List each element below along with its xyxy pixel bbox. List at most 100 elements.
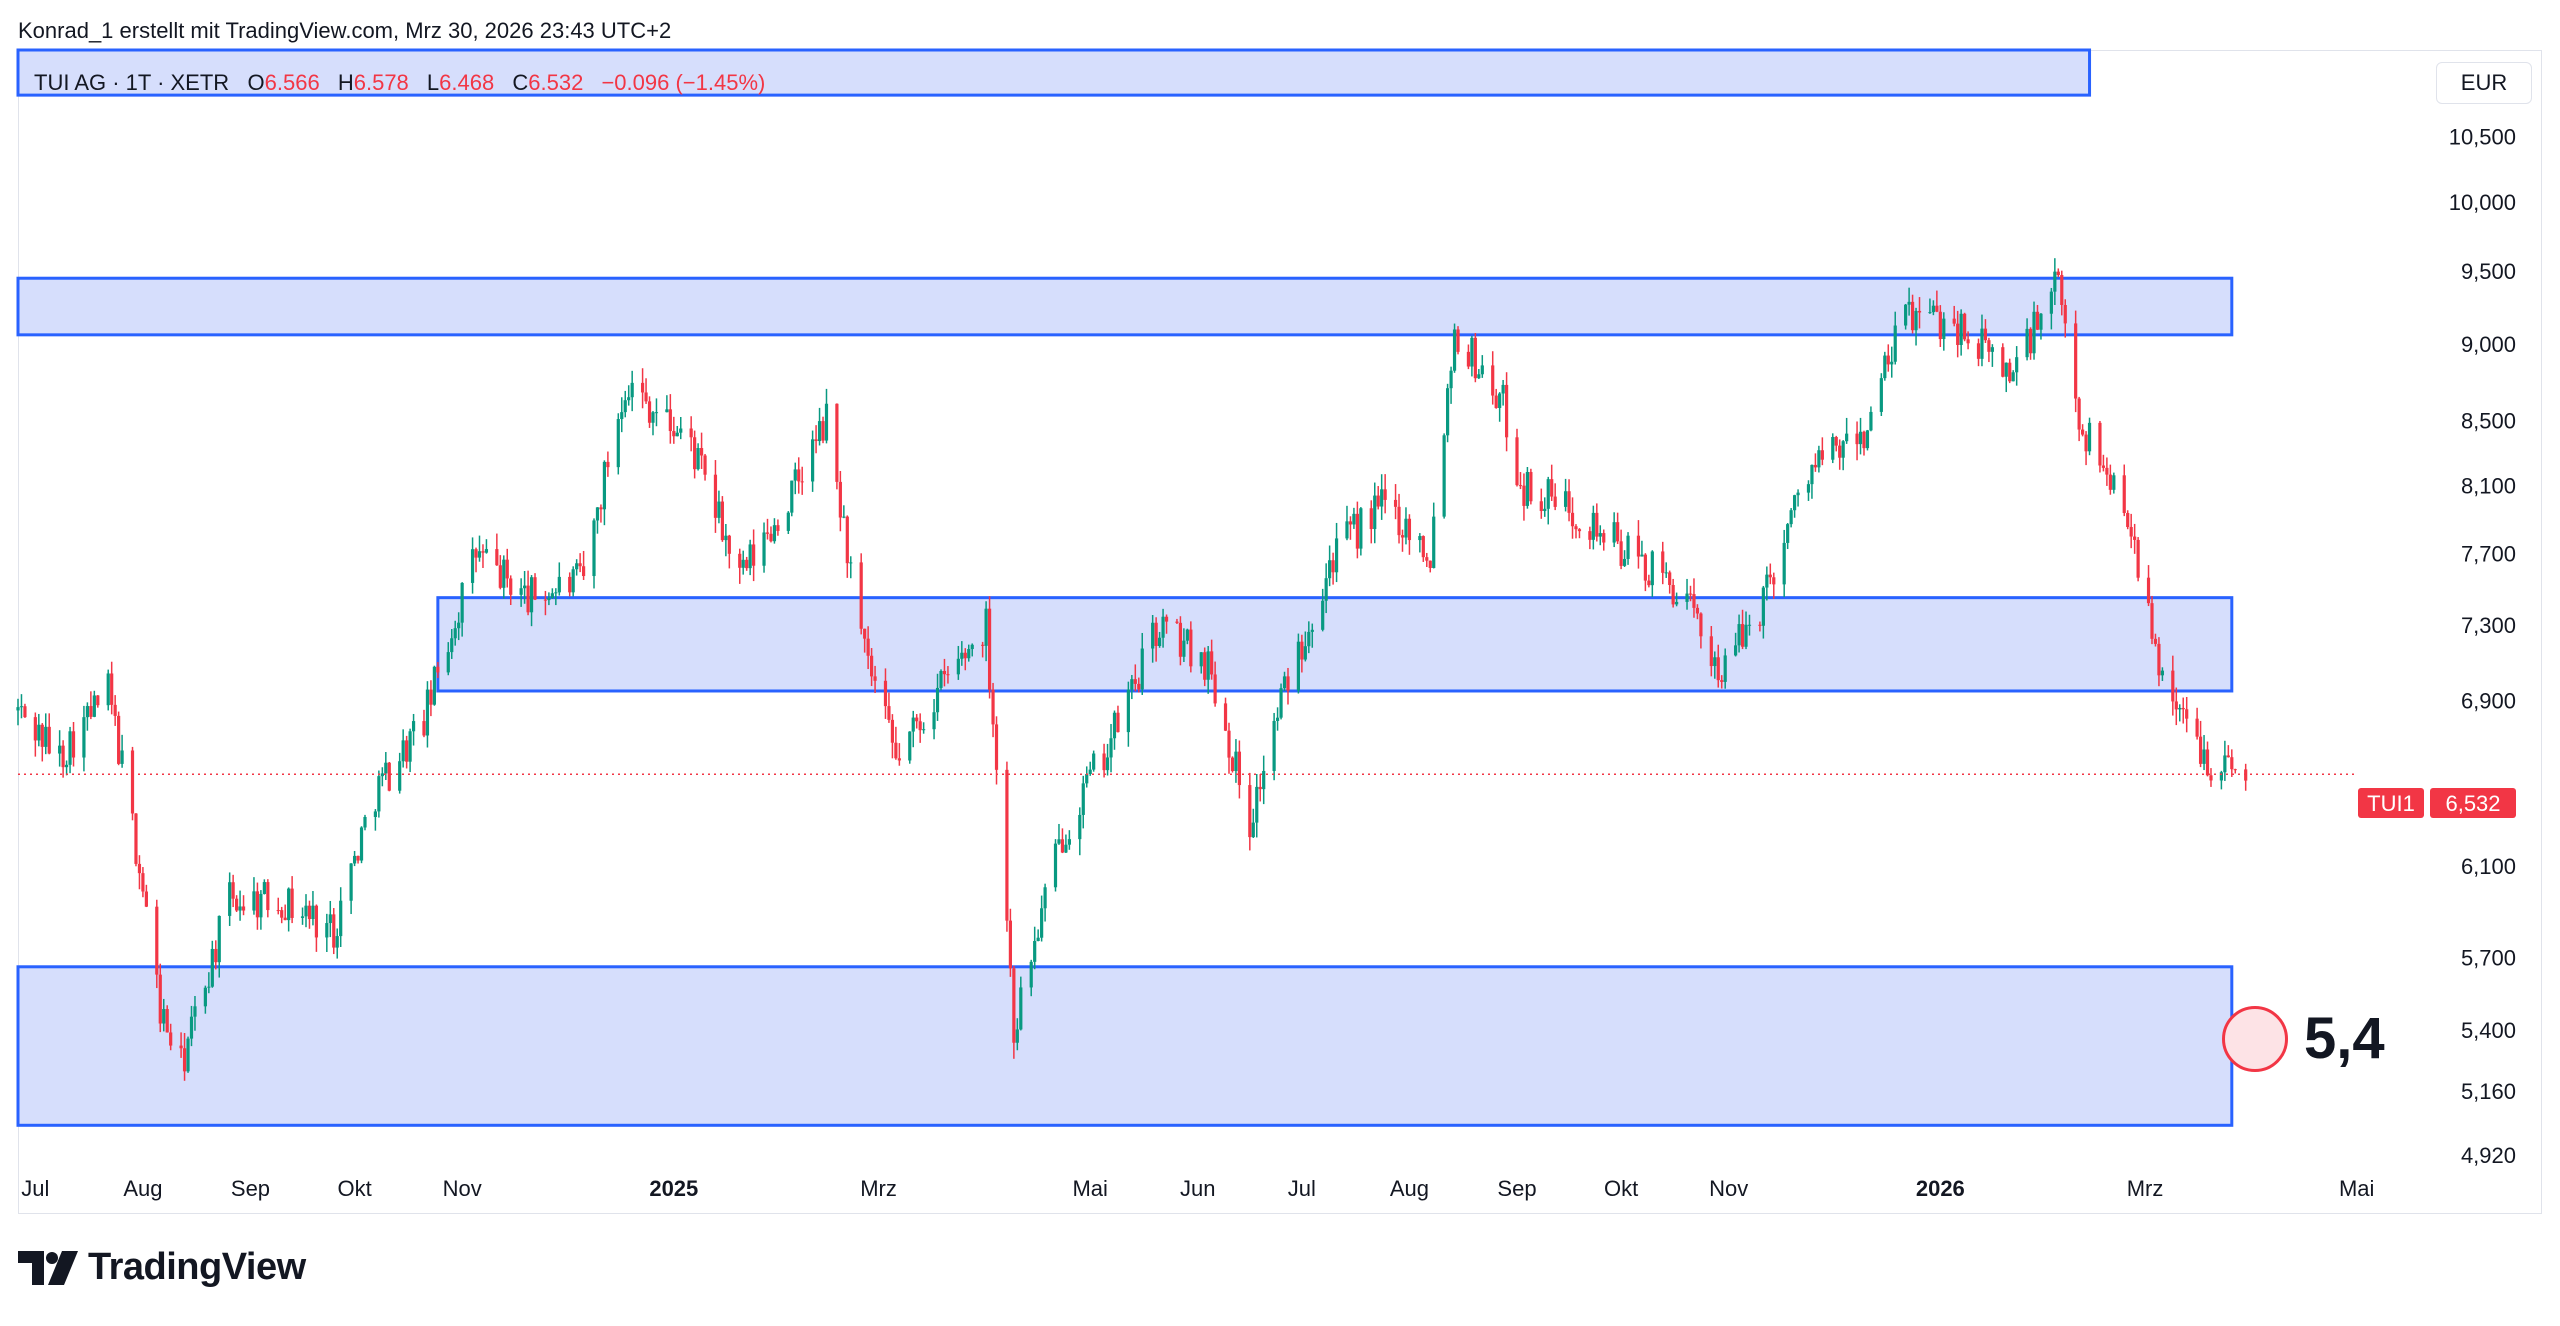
candle-body [276, 910, 280, 912]
candle-body [352, 855, 357, 864]
candle-body [363, 816, 367, 828]
candle-body [1598, 533, 1602, 537]
candle-body [373, 811, 378, 817]
candle-body [40, 724, 44, 747]
candle-body [359, 827, 364, 861]
candle-body [1952, 318, 1956, 324]
candle-body [1258, 786, 1262, 790]
candle-body [772, 525, 777, 542]
candle-body [651, 412, 655, 423]
candle-body [987, 608, 992, 690]
candle-body [1383, 489, 1387, 500]
candle-body [1987, 340, 1991, 352]
y-tick-label: 5,700 [2461, 945, 2516, 970]
candle-body [644, 392, 648, 402]
candle-body [1501, 384, 1505, 394]
x-tick-label: Aug [1390, 1176, 1429, 1201]
candle-body [1393, 499, 1398, 507]
candle-body [595, 507, 600, 521]
candle-body [1765, 574, 1769, 588]
candle-body [169, 1032, 173, 1046]
candle-body [752, 544, 756, 566]
candle-body [155, 906, 159, 975]
candle-body [1858, 431, 1863, 445]
candle-body [1577, 529, 1582, 532]
candle-body [1661, 551, 1665, 573]
candle-body [1126, 689, 1130, 733]
candle-body [529, 577, 534, 613]
candle-body [1310, 629, 1314, 632]
candle-body [432, 666, 436, 705]
candle-body [61, 745, 65, 768]
candle-body [210, 948, 214, 987]
candle-body [727, 535, 731, 554]
candle-body [2198, 736, 2203, 764]
candle-body [1591, 512, 1595, 540]
candle-body [2049, 291, 2053, 314]
candle-body [568, 576, 572, 593]
candle-body [554, 592, 558, 594]
candle-body [1675, 601, 1679, 605]
candle-body [182, 1048, 187, 1072]
candle-body [654, 412, 659, 414]
ohlc-legend[interactable]: TUI AG · 1T · XETR O6.566 H6.578 L6.468 … [34, 70, 777, 96]
candle-body [332, 914, 336, 948]
currency-button[interactable]: EUR [2436, 62, 2532, 104]
candle-body [883, 680, 888, 707]
candle-body [186, 1038, 190, 1072]
legend-symbol[interactable]: TUI AG · 1T · XETR [34, 70, 230, 95]
candle-body [963, 652, 967, 659]
x-tick-label: Okt [1604, 1176, 1638, 1201]
candle-body [1466, 351, 1471, 367]
candle-body [713, 474, 718, 518]
candle-body [1057, 839, 1061, 844]
y-tick-label: 10,000 [2449, 190, 2516, 215]
x-tick-label: Jun [1180, 1176, 1215, 1201]
candle-body [2077, 398, 2081, 430]
candle-body [523, 585, 527, 589]
candle-body [1282, 676, 1287, 689]
candle-body [450, 638, 454, 653]
candle-body [1470, 337, 1474, 367]
candle-body [2136, 539, 2140, 578]
candle-body [19, 706, 24, 708]
candle-body [96, 695, 100, 706]
candle-body [380, 773, 384, 777]
time-axis: Jul Aug Sep Okt Nov 2025 Mrz Mai Jun Jul Aug Sep Okt… [21, 1176, 2374, 1201]
candle-body [1831, 437, 1835, 460]
candle-body [814, 439, 818, 442]
target-annotation[interactable]: 5,4 [2222, 1005, 2385, 1072]
candle-body [314, 905, 319, 938]
x-tick-label: Mai [1072, 1176, 1107, 1201]
candle-body [1709, 636, 1713, 667]
candle-body [1345, 521, 1349, 539]
candle-body [1504, 384, 1509, 438]
price-label-ticker: TUI1 [2367, 791, 2415, 816]
candle-body [741, 559, 745, 568]
candle-body [738, 553, 742, 568]
candle-body [1980, 328, 1984, 359]
candle-body [1522, 485, 1526, 506]
candle-body [946, 674, 950, 676]
candle-body [627, 397, 631, 401]
candle-body [2025, 328, 2029, 358]
legend-low-value: 6.468 [439, 70, 495, 95]
candle-body [203, 987, 207, 1007]
candle-body [356, 855, 360, 861]
candle-body [1473, 337, 1477, 379]
candle-body [387, 762, 391, 791]
candle-body [1983, 328, 1988, 341]
candle-body [1064, 844, 1068, 853]
tradingview-logo[interactable]: TradingView [18, 1246, 306, 1289]
candle-body [1380, 489, 1384, 507]
candle-body [786, 512, 790, 531]
y-tick-label: 8,500 [2461, 409, 2516, 434]
candle-body [1699, 613, 1703, 637]
candle-body [1331, 560, 1335, 573]
candle-body [1480, 365, 1484, 375]
candle-body [193, 1006, 197, 1017]
candle-body [956, 658, 960, 675]
candle-body [1813, 464, 1818, 468]
candle-body [328, 914, 332, 924]
